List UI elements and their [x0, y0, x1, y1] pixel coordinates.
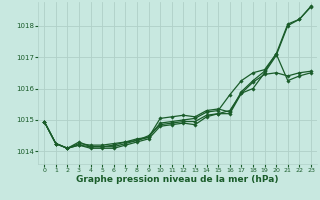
X-axis label: Graphe pression niveau de la mer (hPa): Graphe pression niveau de la mer (hPa)	[76, 175, 279, 184]
